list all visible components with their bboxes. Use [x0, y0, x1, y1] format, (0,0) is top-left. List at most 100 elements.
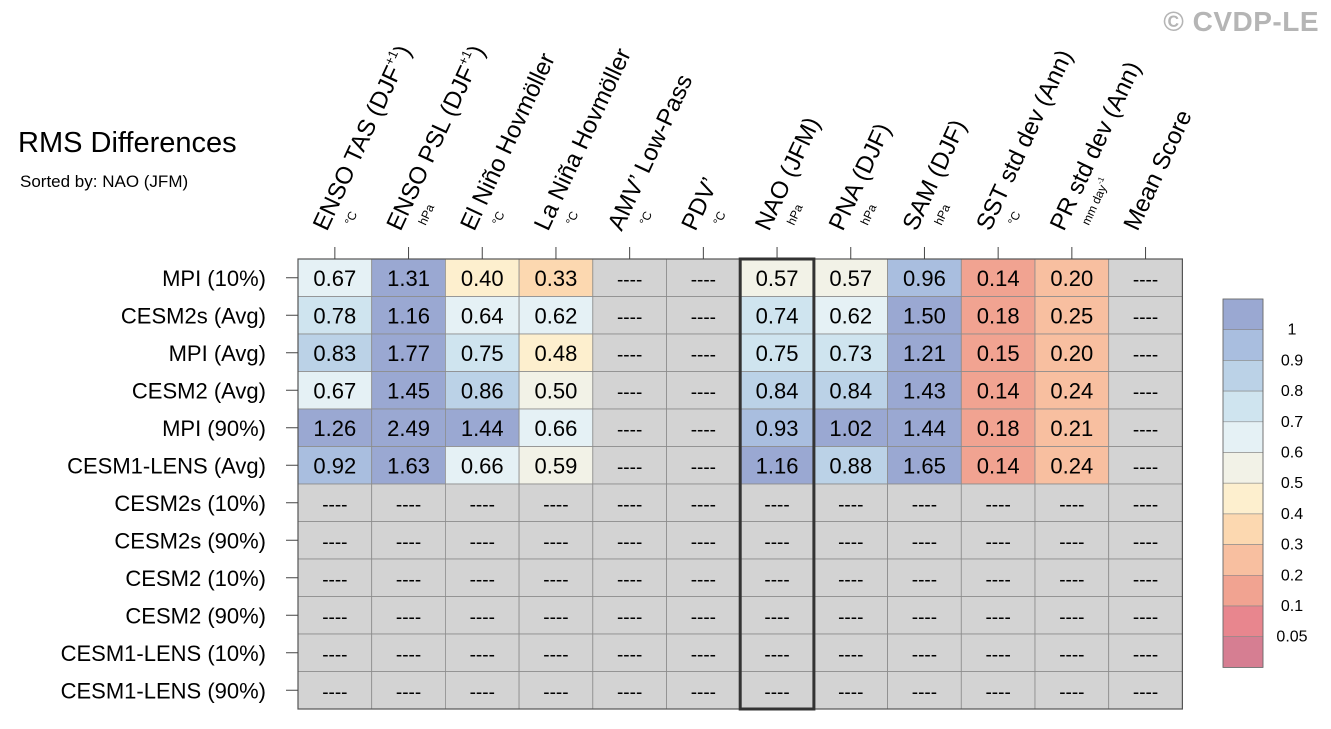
cell-value-label: ---- [764, 607, 789, 628]
cell-value-label: ---- [396, 570, 421, 591]
cell-value-label: ---- [543, 607, 568, 628]
cell-value-label: 0.24 [1050, 453, 1093, 478]
heatmap-cell [960, 371, 1036, 410]
cell-value-label: 0.84 [829, 378, 872, 403]
cell-value-label: ---- [1059, 570, 1084, 591]
cell-value-label: ---- [396, 645, 421, 666]
cell-value-label: 0.21 [1050, 416, 1093, 441]
cell-value-label: ---- [617, 607, 642, 628]
cell-value-label: ---- [691, 645, 716, 666]
cell-value-label: 1.26 [313, 416, 356, 441]
cell-value-label: ---- [1133, 382, 1158, 403]
colorbar-segment [1222, 636, 1264, 668]
cell-value-label: 1.16 [756, 453, 799, 478]
cell-value-label: 0.14 [977, 453, 1020, 478]
heatmap-cell [887, 633, 962, 672]
cell-value-label: ---- [838, 495, 863, 516]
cell-value-label: ---- [617, 645, 642, 666]
colorbar-tick-label: 1 [1288, 322, 1297, 339]
column-unit-text: °C [563, 209, 582, 227]
cell-value-label: 0.64 [461, 303, 504, 328]
heatmap-cell [1034, 446, 1110, 485]
heatmap-cell [666, 671, 741, 710]
heatmap-cell [960, 521, 1036, 560]
heatmap-cell [666, 446, 741, 485]
cell-value-label: ---- [1133, 645, 1158, 666]
chart-subtitle: Sorted by: NAO (JFM) [20, 172, 189, 191]
heatmap-cell [518, 521, 594, 560]
column-unit-superscript: -1 [1095, 175, 1106, 186]
cell-value-label: ---- [470, 682, 495, 703]
heatmap-cell [887, 296, 962, 335]
column-unit-label: °C [489, 209, 508, 227]
cell-value-label: ---- [691, 607, 716, 628]
cell-value-label: 0.66 [461, 453, 504, 478]
cell-value-label: ---- [691, 570, 716, 591]
cell-value-label: ---- [543, 645, 568, 666]
cell-value-label: 0.57 [756, 266, 799, 291]
heatmap-cell [444, 371, 520, 410]
cell-value-label: ---- [1133, 607, 1158, 628]
heatmap-cell [887, 333, 962, 372]
cell-value-label: 0.40 [461, 266, 504, 291]
cell-value-label: ---- [617, 682, 642, 703]
cell-value-label: 0.24 [1050, 378, 1093, 403]
cell-value-label: 0.88 [829, 453, 872, 478]
cell-value-label: ---- [543, 495, 568, 516]
column-unit-label: °C [637, 209, 656, 227]
heatmap-cell [666, 333, 741, 372]
cell-value-label: 1.50 [903, 303, 946, 328]
cell-value-label: ---- [470, 495, 495, 516]
heatmap-cell [592, 671, 667, 710]
cell-value-label: ---- [838, 607, 863, 628]
cell-value-label: 0.84 [756, 378, 799, 403]
column-label-superscript: +1 [381, 48, 401, 68]
cell-value-label: ---- [617, 382, 642, 403]
cell-value-label: 1.63 [387, 453, 430, 478]
heatmap-cell [371, 258, 446, 297]
heatmap-cell [1034, 371, 1110, 410]
column-unit-label: °C [563, 209, 582, 227]
heatmap-cell [444, 558, 520, 597]
column-unit-text: °C [710, 209, 729, 227]
cell-value-label: 0.15 [977, 341, 1020, 366]
heatmap-cell [666, 296, 741, 335]
heatmap-cell [1034, 296, 1110, 335]
cell-value-label: 1.44 [461, 416, 504, 441]
cell-value-label: ---- [691, 420, 716, 441]
chart-title: RMS Differences [18, 127, 237, 159]
heatmap-cell [960, 333, 1036, 372]
cell-value-label: ---- [322, 682, 347, 703]
cell-value-label: 0.75 [756, 341, 799, 366]
column-unit-text: °C [1005, 209, 1024, 227]
cell-value-label: ---- [985, 532, 1010, 553]
cell-value-label: ---- [322, 570, 347, 591]
cell-value-label: ---- [912, 682, 937, 703]
cell-value-label: 0.33 [535, 266, 578, 291]
cell-value-label: 1.16 [387, 303, 430, 328]
cell-value-label: 0.83 [313, 341, 356, 366]
cell-value-label: ---- [396, 607, 421, 628]
heatmap-cell [739, 371, 815, 410]
row-label: MPI (90%) [162, 416, 266, 441]
cell-value-label: ---- [691, 457, 716, 478]
cell-value-label: ---- [1133, 495, 1158, 516]
row-label: CESM2s (90%) [114, 528, 266, 553]
cell-value-label: ---- [985, 495, 1010, 516]
heatmap-cell [297, 333, 373, 372]
heatmap-cell [666, 371, 741, 410]
cell-value-label: ---- [322, 607, 347, 628]
heatmap-cell [371, 446, 446, 485]
cell-value-label: ---- [764, 682, 789, 703]
colorbar-segment [1222, 390, 1264, 423]
row-label: CESM2 (Avg) [132, 378, 266, 403]
heatmap-cell [592, 596, 667, 635]
heatmap-cell [518, 333, 594, 372]
heatmap-cell [960, 446, 1036, 485]
cell-value-label: 1.44 [903, 416, 946, 441]
cell-value-label: 1.65 [903, 453, 946, 478]
heatmap-cell [813, 446, 889, 485]
heatmap-cell [371, 371, 446, 410]
cell-value-label: ---- [1133, 345, 1158, 366]
heatmap-cell [297, 371, 373, 410]
